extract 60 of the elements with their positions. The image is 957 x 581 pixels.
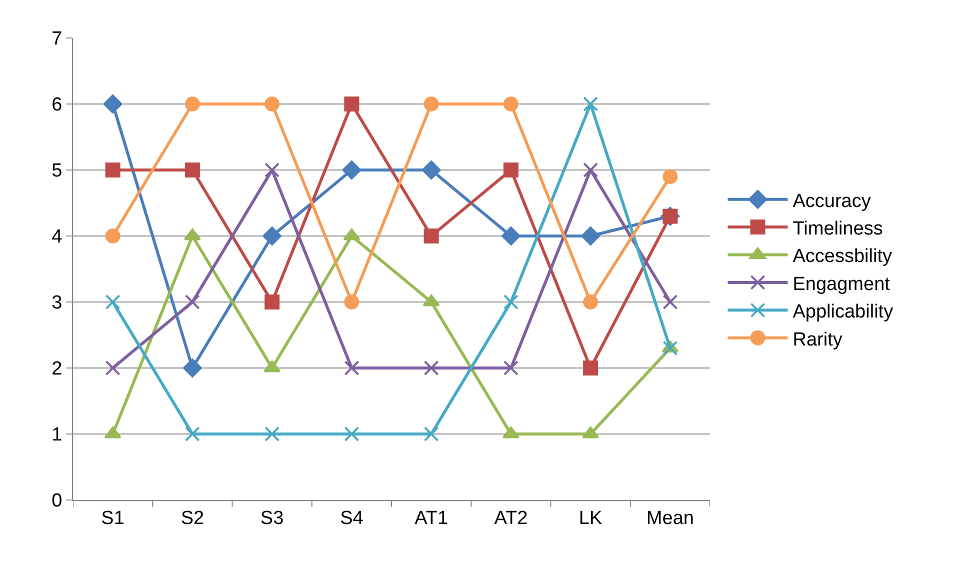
point [184, 96, 200, 112]
point [105, 162, 120, 178]
point [264, 426, 280, 442]
x-tick-label: S1 [101, 508, 124, 529]
legend-label: Timeliness [792, 218, 883, 240]
y-tick-label: 4 [52, 226, 63, 248]
y-tick-label: 2 [52, 358, 62, 380]
point [105, 228, 120, 244]
x-tick-label: Mean [646, 508, 694, 529]
y-tick-label: 1 [52, 424, 62, 446]
point [424, 228, 439, 244]
point [662, 340, 678, 356]
y-tick-label: 0 [52, 490, 62, 512]
point [503, 360, 518, 376]
point [184, 162, 200, 178]
point [662, 169, 678, 184]
point [184, 294, 200, 310]
point [583, 294, 598, 310]
point [342, 160, 362, 180]
point [583, 96, 598, 112]
point [344, 294, 360, 310]
point [105, 294, 120, 310]
legend-label: Engagment [792, 274, 891, 295]
point [501, 226, 520, 246]
point [424, 96, 439, 112]
point [503, 294, 518, 310]
legend-label: Accuracy [792, 190, 872, 212]
point [344, 96, 360, 112]
point [581, 226, 600, 246]
point [184, 426, 200, 442]
point [583, 360, 598, 376]
x-tick-label: LK [578, 508, 602, 529]
legend-label: Accessbility [792, 246, 892, 268]
x-tick-label: AT1 [414, 508, 448, 529]
point [182, 358, 202, 378]
y-tick-label: 7 [52, 28, 62, 50]
point [103, 94, 122, 114]
y-tick-label: 6 [52, 94, 62, 116]
point [344, 360, 360, 376]
point [105, 360, 120, 376]
x-tick-label: AT2 [494, 508, 528, 529]
point [583, 162, 598, 178]
point [262, 226, 282, 246]
point [264, 162, 280, 178]
point [503, 162, 518, 178]
point [344, 426, 360, 442]
y-tick-label: 3 [52, 292, 62, 314]
point [264, 294, 280, 310]
point [264, 96, 280, 112]
y-tick-label: 5 [52, 160, 62, 182]
x-tick-label: S3 [260, 508, 284, 529]
x-tick-label: S4 [340, 508, 364, 529]
legend-label: Applicability [792, 302, 894, 323]
x-tick-label: S2 [180, 508, 204, 529]
point [662, 294, 678, 310]
legend-label: Rarity [792, 329, 843, 350]
point [424, 426, 439, 442]
point [424, 360, 439, 376]
point [422, 160, 441, 180]
point [503, 96, 518, 112]
